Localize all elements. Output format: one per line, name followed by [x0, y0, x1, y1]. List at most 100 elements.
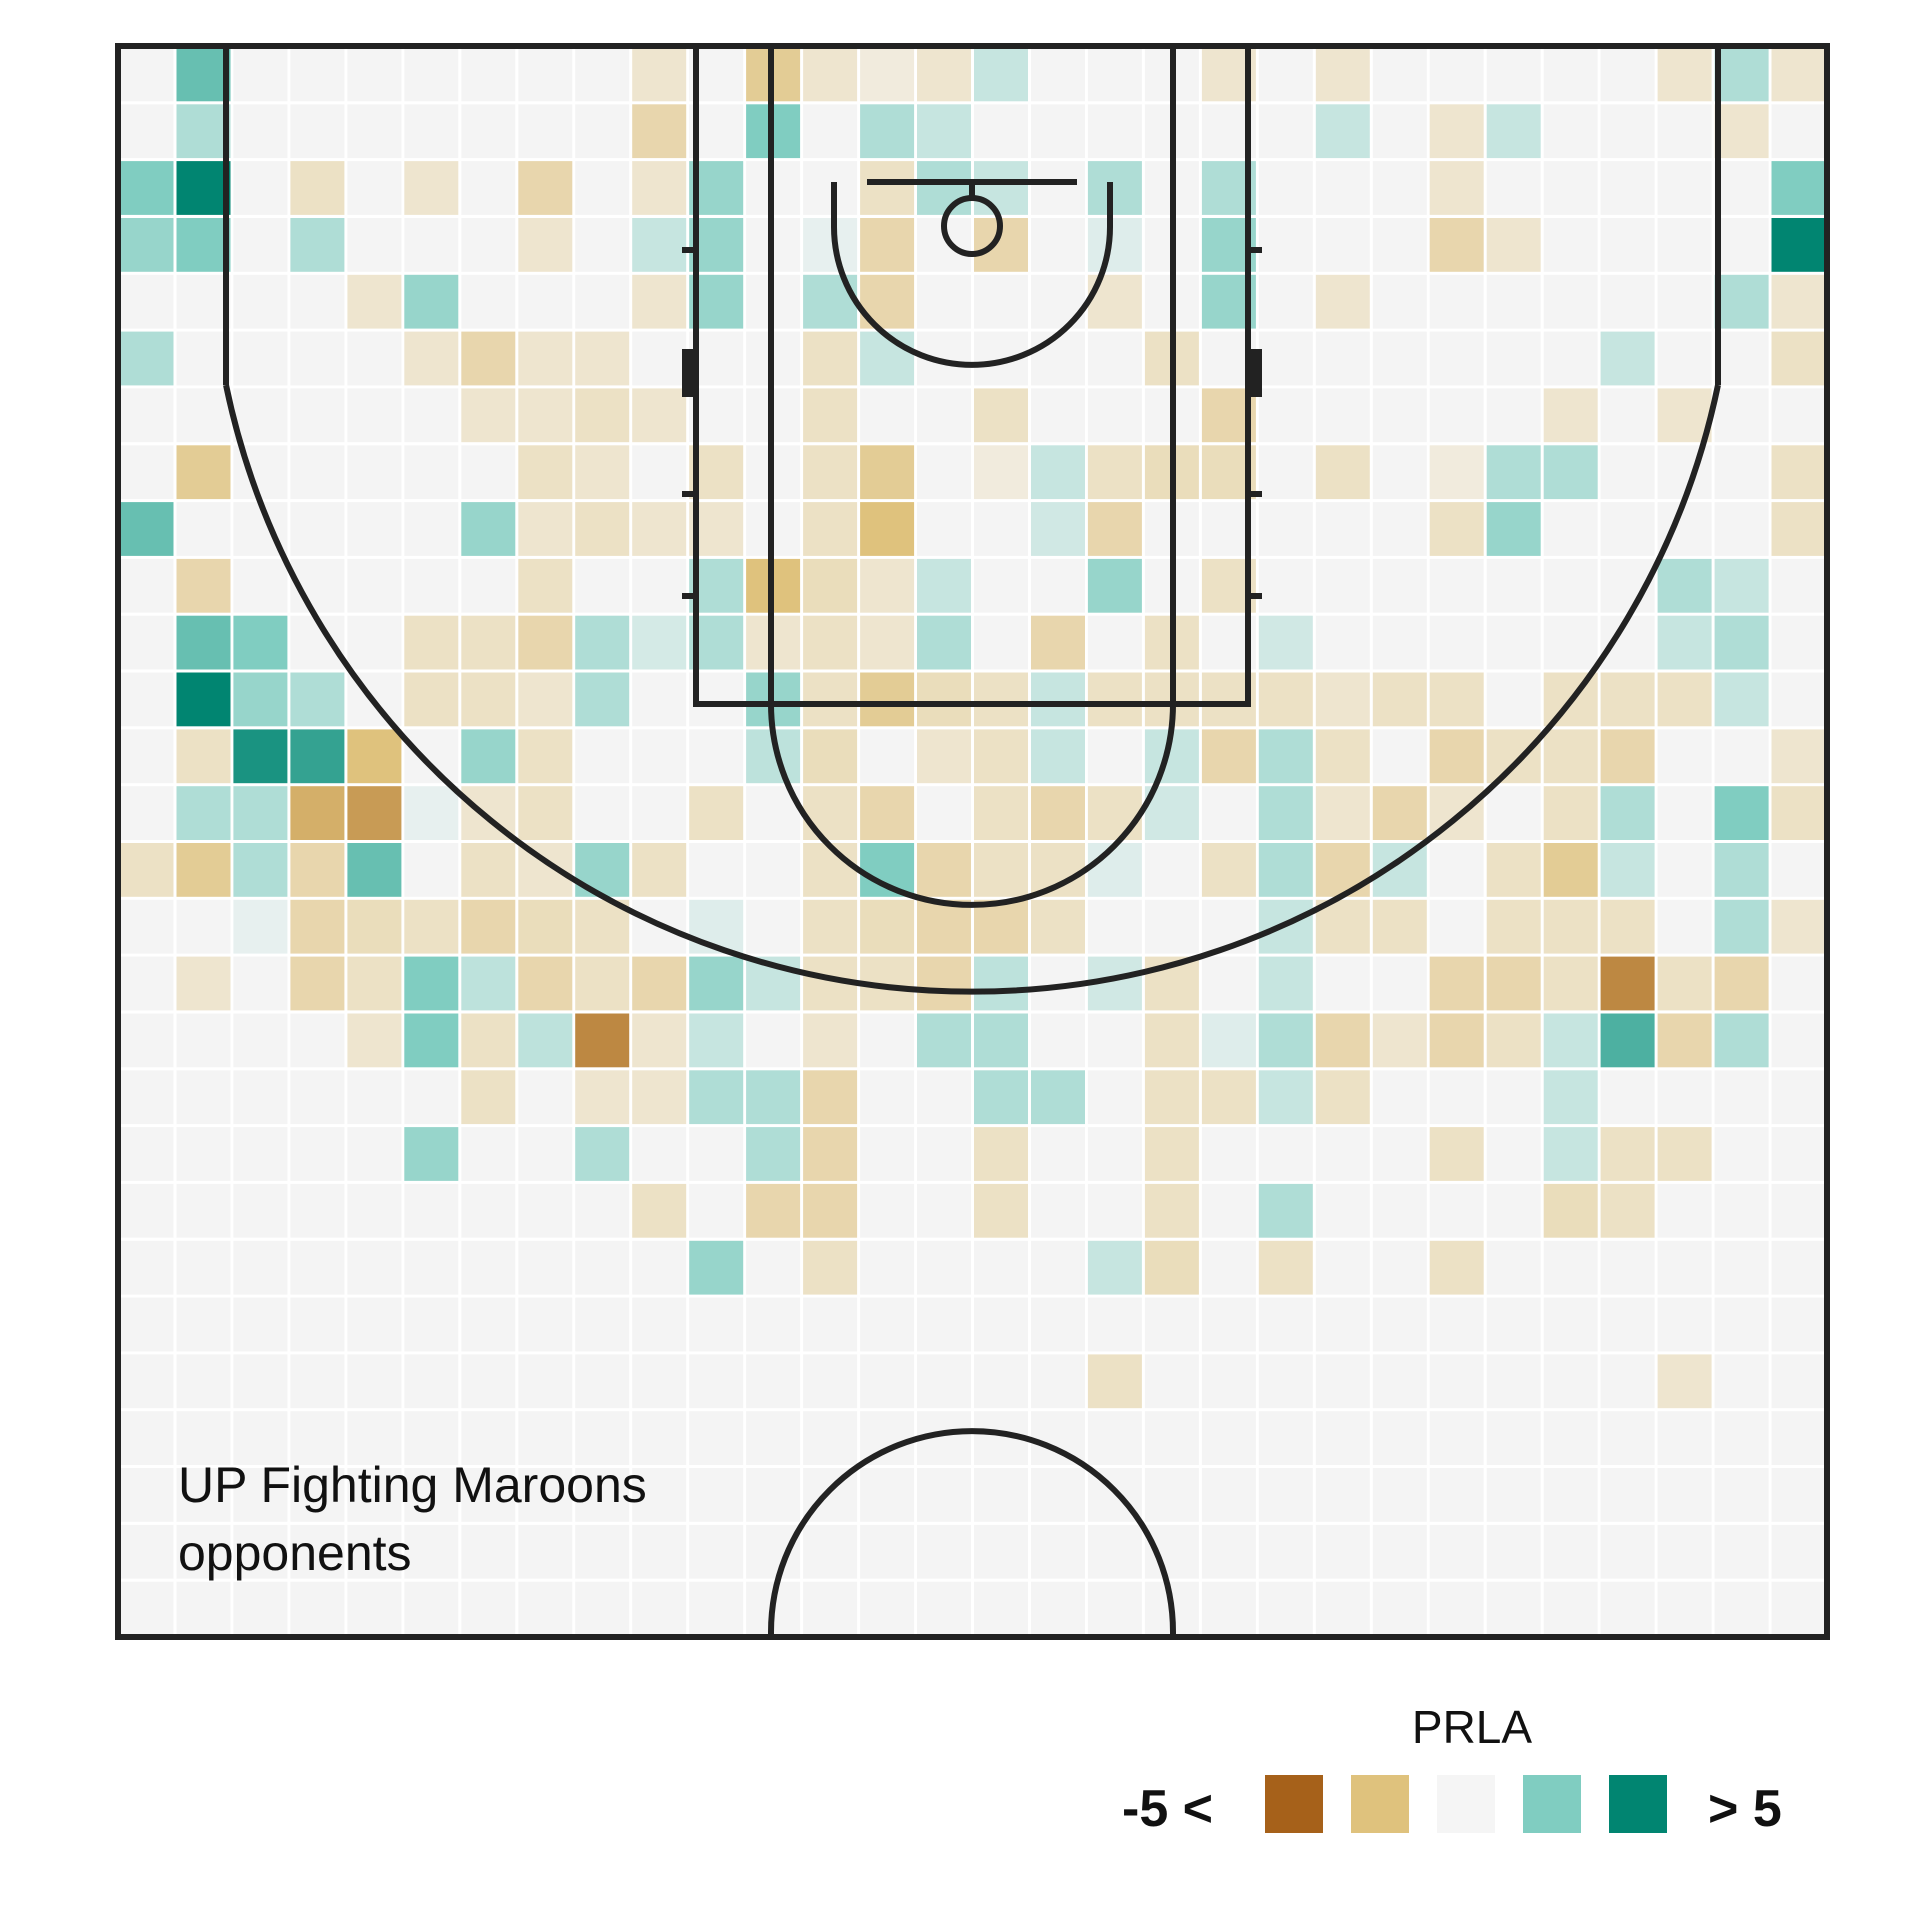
heatmap-cell-empty	[1258, 558, 1313, 613]
heatmap-cell	[1087, 786, 1142, 840]
heatmap-cell-empty	[1714, 1354, 1769, 1409]
heatmap-cell-empty	[1714, 331, 1769, 386]
heatmap-cell-empty	[233, 1297, 288, 1352]
heatmap-cell-empty	[860, 729, 915, 784]
heatmap-cell	[689, 1240, 744, 1295]
heatmap-cell-empty	[860, 1070, 915, 1125]
heatmap-cell-empty	[1315, 218, 1370, 272]
heatmap-cell-empty	[1543, 331, 1598, 386]
heatmap-cell-empty	[1372, 1411, 1427, 1465]
heatmap-cell-empty	[1372, 1183, 1427, 1238]
heatmap-cell-empty	[1258, 388, 1313, 443]
heatmap-cell-empty	[404, 47, 459, 102]
heatmap-cell-empty	[1315, 161, 1370, 215]
heatmap-cell-empty	[575, 1354, 630, 1409]
heatmap-cell	[1258, 1183, 1313, 1238]
free-throw-circle	[768, 703, 1176, 908]
heatmap-cell	[233, 729, 288, 784]
heatmap-cell	[1600, 899, 1655, 954]
heatmap-cell-empty	[1315, 1240, 1370, 1295]
heatmap-cell	[1087, 1354, 1142, 1409]
heatmap-cell-empty	[575, 786, 630, 840]
heatmap-cell-empty	[290, 104, 345, 159]
heatmap-cell-empty	[518, 104, 573, 159]
heatmap-cell-empty	[119, 1183, 174, 1238]
heatmap-cell-empty	[689, 1183, 744, 1238]
heatmap-cell-empty	[347, 1581, 402, 1636]
heatmap-cell-empty	[233, 956, 288, 1011]
heatmap-cell	[632, 956, 687, 1011]
heatmap-cell	[290, 843, 345, 897]
heatmap-cell-empty	[1372, 331, 1427, 386]
heatmap-cell-empty	[860, 1468, 915, 1522]
heatmap-cell	[974, 445, 1028, 500]
heatmap-cell-empty	[290, 1581, 345, 1636]
lane-block	[682, 349, 696, 397]
heatmap-cell	[461, 899, 516, 954]
heatmap-cell	[1600, 1013, 1655, 1068]
heatmap-cell	[1657, 615, 1712, 670]
heatmap-cell-empty	[1031, 161, 1085, 215]
heatmap-cell-empty	[461, 274, 516, 329]
heatmap-cell-empty	[347, 388, 402, 443]
heatmap-cell	[1771, 502, 1826, 556]
heatmap-cell-empty	[689, 1581, 744, 1636]
heatmap-cell	[803, 445, 858, 500]
heatmap-cell-empty	[860, 388, 915, 443]
heatmap-cell-empty	[1201, 1468, 1256, 1522]
heatmap-cell-empty	[974, 502, 1028, 556]
heatmap-cell-empty	[575, 218, 630, 272]
heatmap-cell-empty	[746, 1468, 801, 1522]
heatmap-cell-empty	[461, 1127, 516, 1181]
heatmap-cell	[176, 956, 231, 1011]
heatmap-cell-empty	[575, 1411, 630, 1465]
heatmap-cell	[461, 956, 516, 1011]
heatmap-cell-empty	[1372, 104, 1427, 159]
heatmap-cell-empty	[917, 445, 971, 500]
heatmap-cell-empty	[917, 388, 971, 443]
heatmap-cell-empty	[1771, 615, 1826, 670]
heatmap-cell-empty	[1144, 1354, 1199, 1409]
heatmap-cell-empty	[803, 104, 858, 159]
heatmap-cell-empty	[1714, 1468, 1769, 1522]
heatmap-cell-empty	[176, 899, 231, 954]
heatmap-cell-empty	[1258, 274, 1313, 329]
heatmap-cell-empty	[290, 1240, 345, 1295]
heatmap-cell-empty	[233, 331, 288, 386]
heatmap-cell	[1543, 729, 1598, 784]
heatmap-cell	[1600, 1183, 1655, 1238]
heatmap-cell-empty	[974, 558, 1028, 613]
heatmap-cell	[974, 1013, 1028, 1068]
heatmap-cell-empty	[1031, 1183, 1085, 1238]
heatmap-cell	[1201, 729, 1256, 784]
heatmap-cell-empty	[1087, 1013, 1142, 1068]
heatmap-cell-empty	[347, 558, 402, 613]
legend-swatch	[1437, 1775, 1495, 1833]
heatmap-cell-empty	[917, 1524, 971, 1579]
heatmap-cell-empty	[176, 1581, 231, 1636]
heatmap-cell	[803, 899, 858, 954]
heatmap-cell	[917, 104, 971, 159]
heatmap-cell	[1657, 388, 1712, 443]
heatmap-cell-empty	[1714, 445, 1769, 500]
legend-swatch	[1609, 1775, 1667, 1833]
heatmap-cell-empty	[1657, 1070, 1712, 1125]
heatmap-cell-empty	[461, 445, 516, 500]
heatmap-cell-empty	[1771, 388, 1826, 443]
heatmap-cell	[1600, 956, 1655, 1011]
legend-title: PRLA	[1412, 1701, 1532, 1753]
heatmap-cell-empty	[404, 558, 459, 613]
heatmap-cell	[461, 843, 516, 897]
heatmap-cell-empty	[632, 558, 687, 613]
heatmap-cell-empty	[461, 161, 516, 215]
heatmap-cell	[1543, 843, 1598, 897]
heatmap-cell-empty	[1657, 274, 1712, 329]
heatmap-cell-empty	[1771, 1354, 1826, 1409]
heatmap-cell-empty	[1543, 558, 1598, 613]
heatmap-cell	[1714, 104, 1769, 159]
heatmap-cell-empty	[1771, 558, 1826, 613]
heatmap-cell-empty	[1372, 956, 1427, 1011]
heatmap-cell-empty	[347, 47, 402, 102]
heatmap-cell	[803, 502, 858, 556]
heatmap-cell-empty	[1429, 47, 1484, 102]
